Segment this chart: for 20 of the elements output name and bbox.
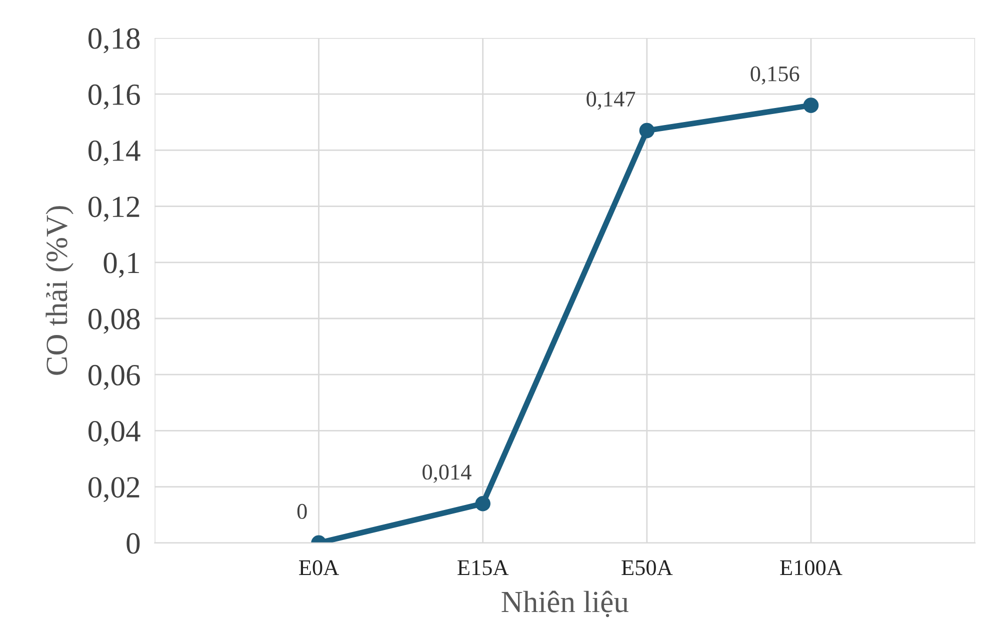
y-tick-label: 0,14 [88, 140, 140, 166]
y-tick-label: 0,18 [88, 28, 140, 54]
y-tick-label: 0,08 [88, 308, 140, 334]
data-label: 0 [297, 504, 307, 519]
x-tick-label: E50A [622, 560, 673, 576]
y-tick-label: 0,02 [88, 477, 140, 502]
x-tick-label: E100A [780, 560, 842, 576]
x-tick-label: E0A [299, 560, 339, 576]
y-tick-label: 0,12 [88, 196, 140, 222]
y-tick-label: 0 [126, 533, 140, 554]
data-label: 0,014 [422, 464, 472, 483]
data-label: 0,156 [750, 66, 800, 85]
x-tick-label: E15A [458, 560, 509, 576]
y-tick-label: 0,1 [104, 252, 139, 278]
y-axis-title: CO thải (%V) [46, 206, 74, 375]
y-tick-label: 0,04 [88, 420, 140, 446]
y-tick-label: 0,06 [88, 364, 140, 390]
x-axis-title: Nhiên liệu [502, 590, 628, 618]
y-tick-label: 0,16 [88, 84, 140, 110]
data-label: 0,147 [586, 92, 636, 110]
